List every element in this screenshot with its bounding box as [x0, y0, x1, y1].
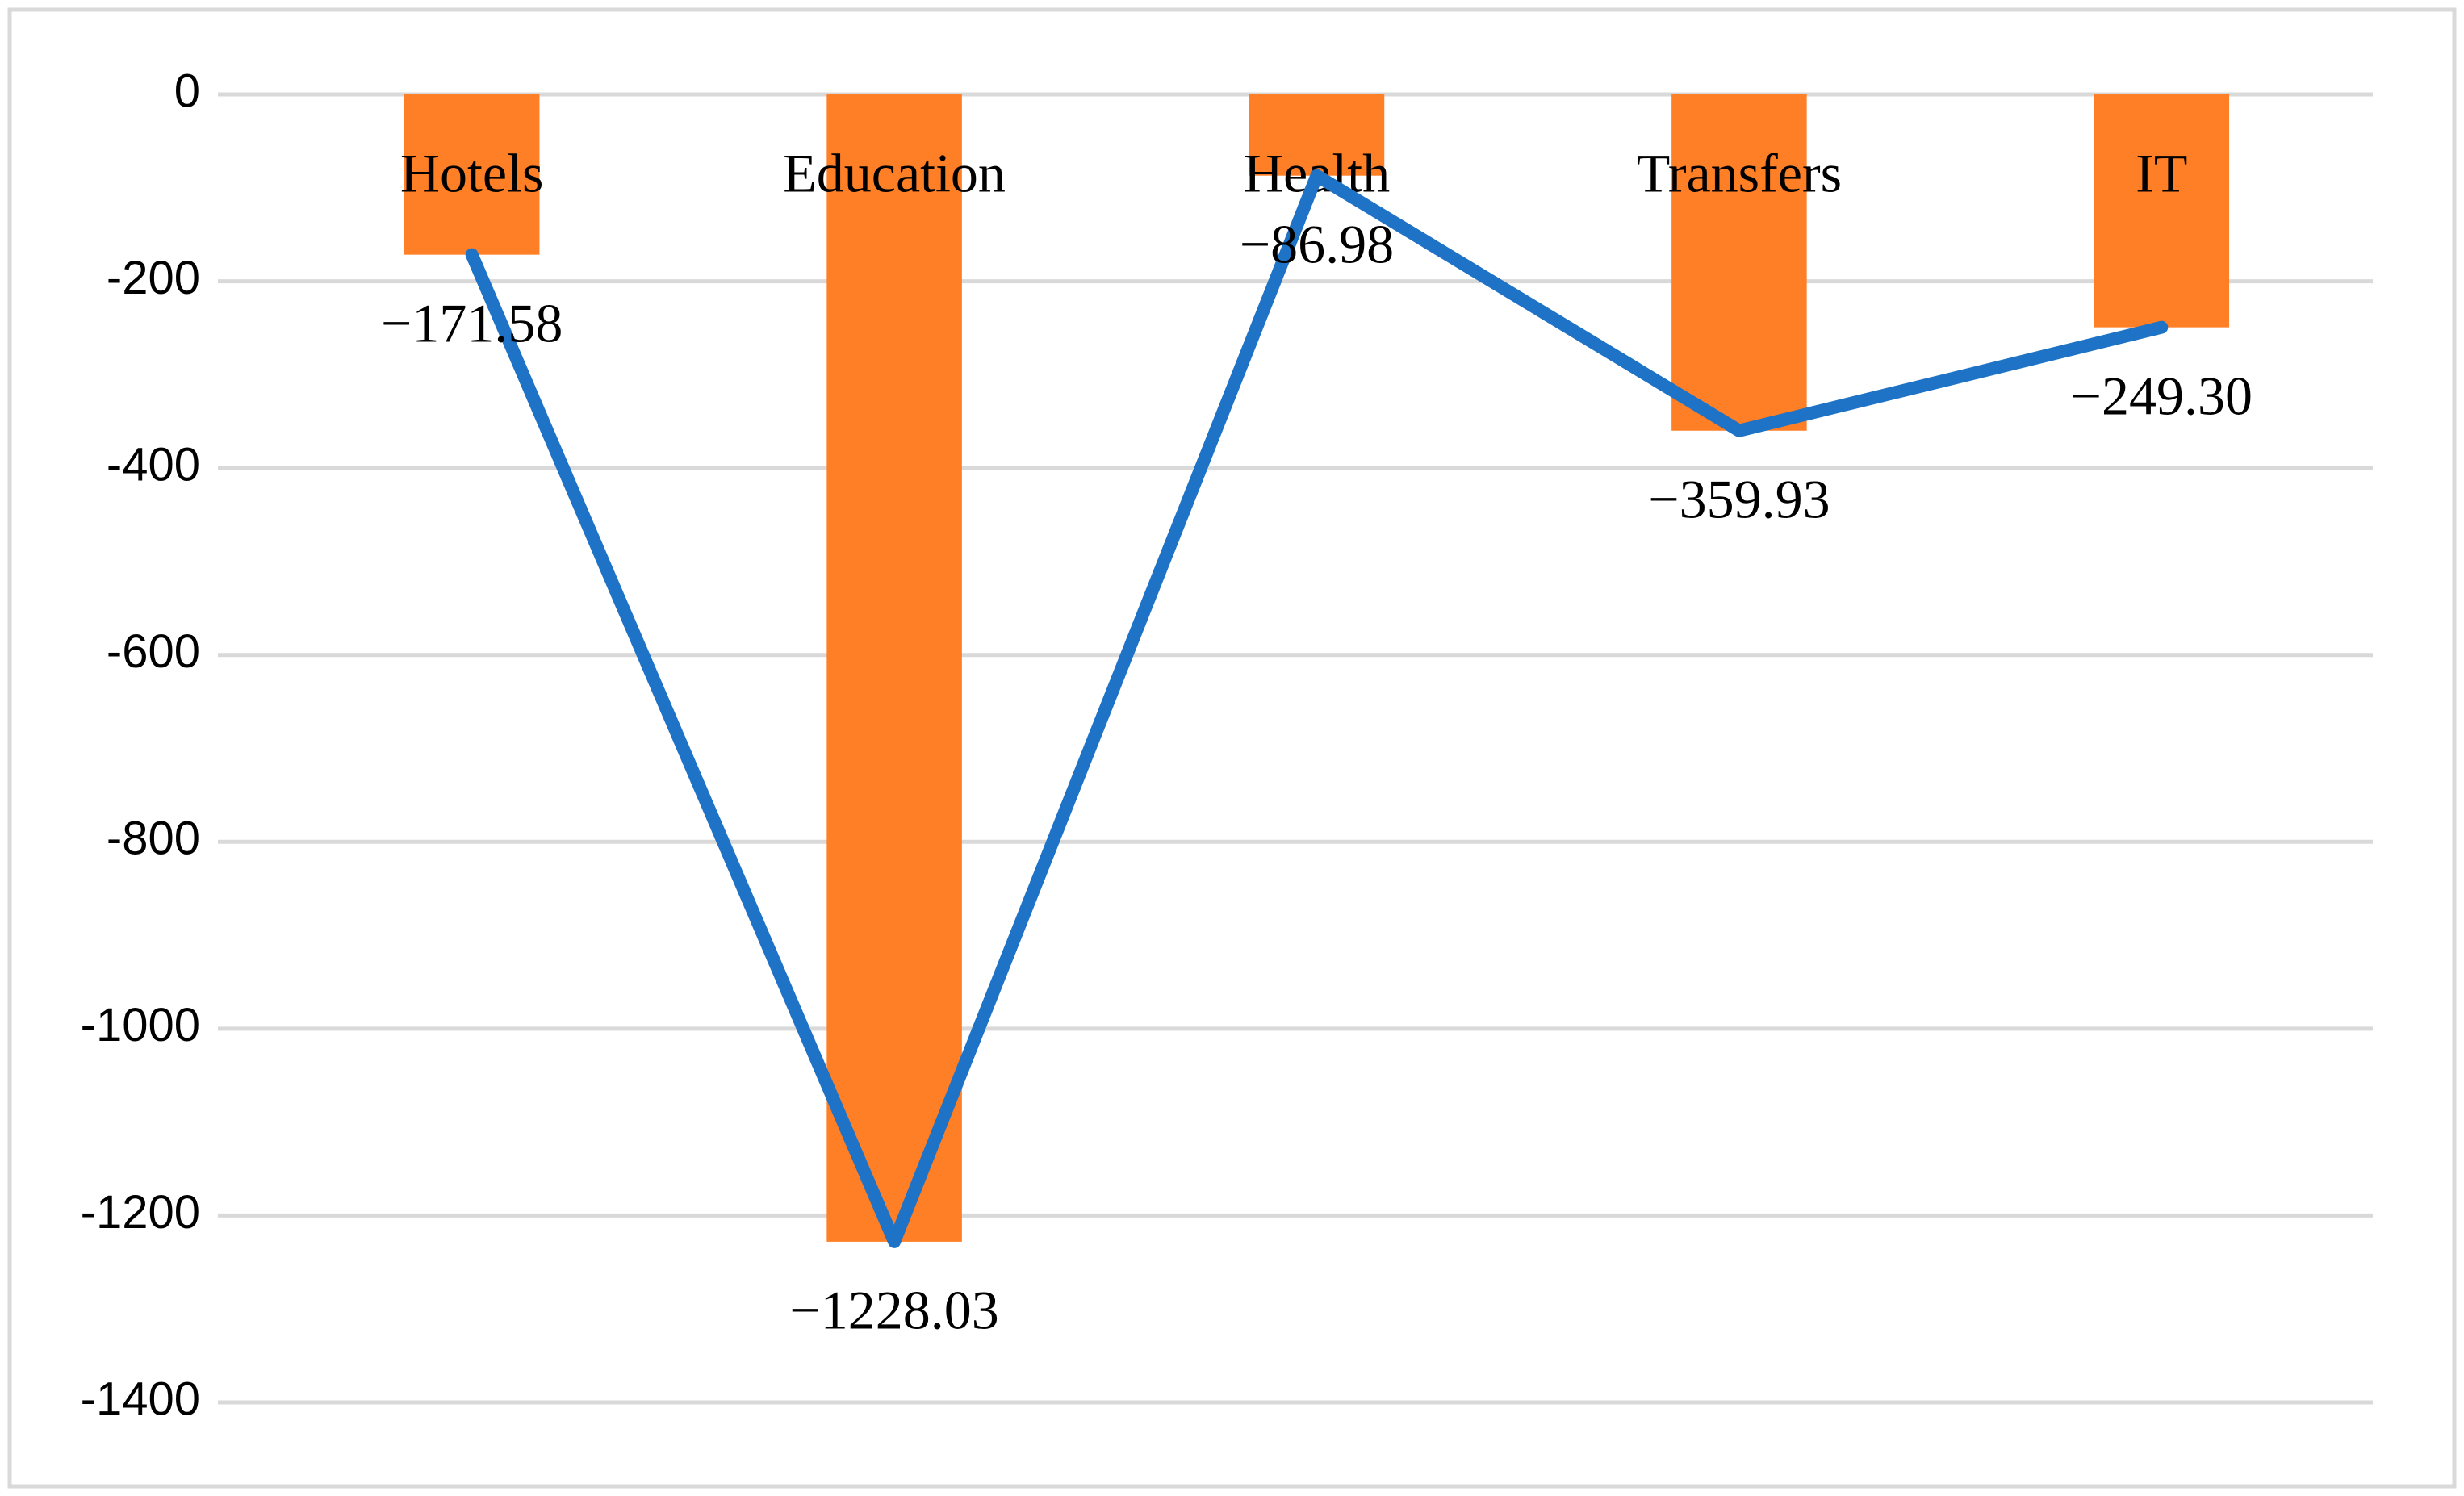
bar — [404, 94, 540, 255]
bar — [2094, 94, 2230, 328]
category-label: IT — [2136, 143, 2187, 204]
category-label: Hotels — [400, 143, 544, 204]
value-label: −171.58 — [381, 292, 563, 353]
bar — [826, 94, 962, 1242]
value-label: −249.30 — [2071, 365, 2253, 426]
y-tick-label: -200 — [107, 252, 200, 304]
category-label: Transfers — [1637, 143, 1842, 204]
value-label: −359.93 — [1648, 468, 1830, 529]
value-label: −1228.03 — [789, 1279, 998, 1340]
line — [465, 169, 2169, 1248]
y-tick-label: -1200 — [81, 1186, 200, 1239]
y-tick-label: -1400 — [81, 1373, 200, 1425]
y-tick-label: -400 — [107, 438, 200, 491]
y-tick-label: -800 — [107, 813, 200, 865]
value-label: −86.98 — [1240, 213, 1394, 274]
bar — [1671, 94, 1807, 431]
y-tick-label: -1000 — [81, 999, 200, 1051]
category-label: Education — [783, 143, 1006, 204]
y-tick-label: -600 — [107, 625, 200, 678]
bar — [1249, 94, 1385, 176]
chart-border — [7, 7, 2457, 1489]
y-tick-label: 0 — [174, 65, 200, 117]
